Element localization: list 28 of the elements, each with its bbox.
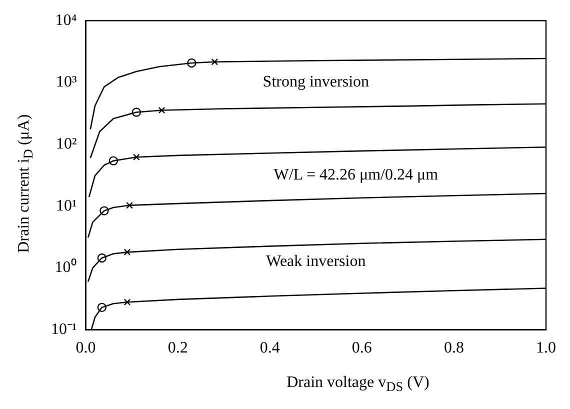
x-tick-label: 1.0 — [536, 340, 556, 357]
x-tick-label: 0.6 — [352, 340, 372, 357]
annotation: Weak inversion — [266, 252, 366, 270]
x-tick-label: 0.8 — [444, 340, 464, 357]
x-tick-label: 0.2 — [168, 340, 188, 357]
x-axis-title: Drain voltage v$_{DS}$ (V) — [286, 374, 430, 396]
point — [100, 206, 109, 216]
x-tick-label: 0.4 — [260, 340, 280, 357]
point — [126, 202, 133, 209]
x-tick-label: 0.0 — [76, 340, 96, 357]
y-tick-label: 10⁻¹ — [51, 321, 77, 338]
y-tick-label: 10¹ — [56, 197, 77, 214]
point — [97, 302, 107, 312]
y-tick-label: 10² — [56, 135, 77, 152]
point — [132, 108, 142, 117]
annotation: Strong inversion — [262, 74, 370, 91]
point — [108, 156, 118, 166]
point — [158, 106, 166, 114]
y-tick-label: 10⁴ — [55, 12, 78, 29]
point — [187, 58, 196, 68]
y-tick-label: 10⁰ — [54, 258, 77, 276]
y-tick-label: 10³ — [56, 74, 77, 91]
point — [124, 248, 131, 256]
point — [132, 154, 140, 161]
point — [211, 58, 218, 66]
point — [124, 298, 131, 306]
annotation: W/L = 42.26 μm/0.24 μm — [274, 166, 439, 184]
point — [97, 253, 107, 263]
